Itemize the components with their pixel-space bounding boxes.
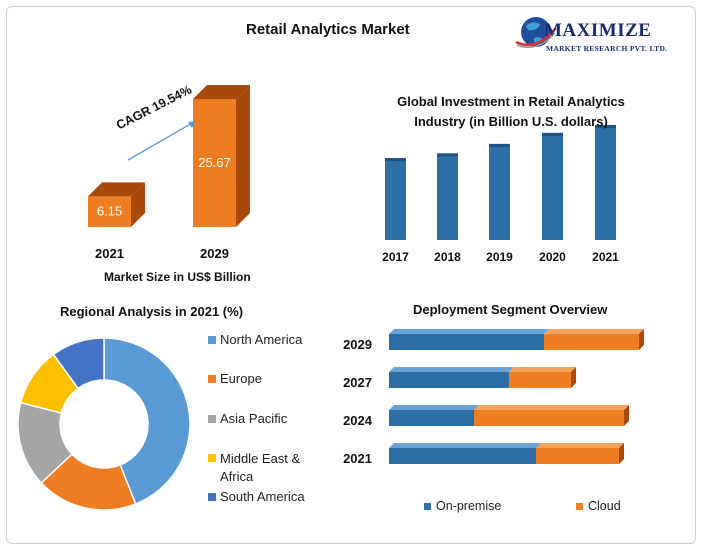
on-premise-bar-2021	[389, 448, 536, 464]
bar-side-face	[131, 182, 145, 227]
legend-label: North America	[220, 332, 303, 347]
legend-label: Asia Pacific	[220, 411, 288, 426]
data-label: 25.67	[198, 155, 231, 170]
cloud-bar-2027	[509, 372, 571, 388]
investment-bar-cap	[437, 153, 458, 157]
investment-bar-2018	[437, 153, 458, 240]
cloud-bar-top	[536, 443, 624, 448]
investment-bar-cap	[595, 125, 616, 129]
legend-swatch	[208, 375, 216, 383]
cagr-arrow-line	[127, 121, 195, 161]
y-tick-label: 2024	[343, 413, 373, 428]
cloud-bar-2021	[536, 448, 619, 464]
legend-label: South America	[220, 489, 305, 504]
legend-swatch	[208, 493, 216, 501]
x-tick-label: 2021	[95, 246, 124, 261]
legend-label: Europe	[220, 371, 262, 386]
data-label: 6.15	[97, 204, 122, 219]
bar-top-face	[193, 85, 250, 99]
investment-bar-cap	[542, 132, 563, 136]
cloud-bar-side	[624, 405, 629, 426]
logo-wordmark: MAXIMIZE	[544, 20, 652, 41]
investment-bar-cap	[489, 143, 510, 147]
investment-bar-2021	[595, 125, 616, 240]
on-premise-bar-2029	[389, 334, 544, 350]
x-tick-label: 2017	[382, 250, 409, 264]
page-title: Retail Analytics Market	[246, 21, 410, 38]
cagr-arrow-head	[188, 121, 196, 128]
legend-label: Middle East & Africa	[220, 451, 301, 484]
cloud-bar-2029	[544, 334, 639, 350]
investment-bar-2019	[489, 143, 510, 240]
legend-swatch-on-premise	[424, 503, 431, 510]
cloud-bar-top	[544, 329, 644, 334]
cloud-bar-side	[639, 329, 644, 350]
x-tick-label: 2021	[592, 250, 619, 264]
company-logo: MAXIMIZE MARKET RESEARCH PVT. LTD.	[512, 10, 692, 60]
bar-2029	[193, 99, 236, 227]
donut-slice-north-america	[103, 337, 191, 505]
y-tick-label: 2027	[343, 375, 372, 390]
on-premise-bar-2027	[389, 372, 509, 388]
investment-bar-2020	[542, 132, 563, 240]
market-size-xlabel: Market Size in US$ Billion	[104, 270, 251, 284]
legend-label-cloud: Cloud	[588, 499, 621, 513]
globe-icon	[515, 17, 557, 48]
on-premise-bar-top	[389, 443, 541, 448]
x-tick-label: 2018	[434, 250, 461, 264]
bar-side-face	[236, 85, 250, 227]
x-tick-label: 2029	[200, 246, 229, 261]
on-premise-bar-top	[389, 367, 514, 372]
investment-bar-2017	[385, 158, 406, 240]
donut-slice-south-america	[52, 337, 105, 390]
deployment-chart-title: Deployment Segment Overview	[413, 302, 608, 317]
y-tick-label: 2021	[343, 451, 372, 466]
bar-top-face	[88, 182, 145, 197]
cloud-bar-top	[509, 367, 576, 372]
logo-tagline: MARKET RESEARCH PVT. LTD.	[546, 44, 668, 53]
cloud-bar-2024	[474, 410, 624, 426]
legend-swatch-cloud	[576, 503, 583, 510]
legend-label-on-premise: On-premise	[436, 499, 502, 513]
investment-bar-cap	[385, 158, 406, 162]
investment-chart-title: Global Investment in Retail Analytics In…	[397, 94, 625, 129]
legend-swatch	[208, 415, 216, 423]
cloud-bar-top	[474, 405, 629, 410]
y-tick-label: 2029	[343, 337, 372, 352]
bar-2021	[88, 196, 131, 227]
regional-chart-title: Regional Analysis in 2021 (%)	[60, 304, 244, 319]
cloud-bar-side	[571, 367, 576, 388]
on-premise-bar-top	[389, 329, 549, 334]
on-premise-bar-top	[389, 405, 479, 410]
x-tick-label: 2019	[486, 250, 513, 264]
x-tick-label: 2020	[539, 250, 566, 264]
cloud-bar-side	[619, 443, 624, 464]
legend-swatch	[208, 454, 216, 462]
on-premise-bar-2024	[389, 410, 474, 426]
legend-swatch	[208, 336, 216, 344]
